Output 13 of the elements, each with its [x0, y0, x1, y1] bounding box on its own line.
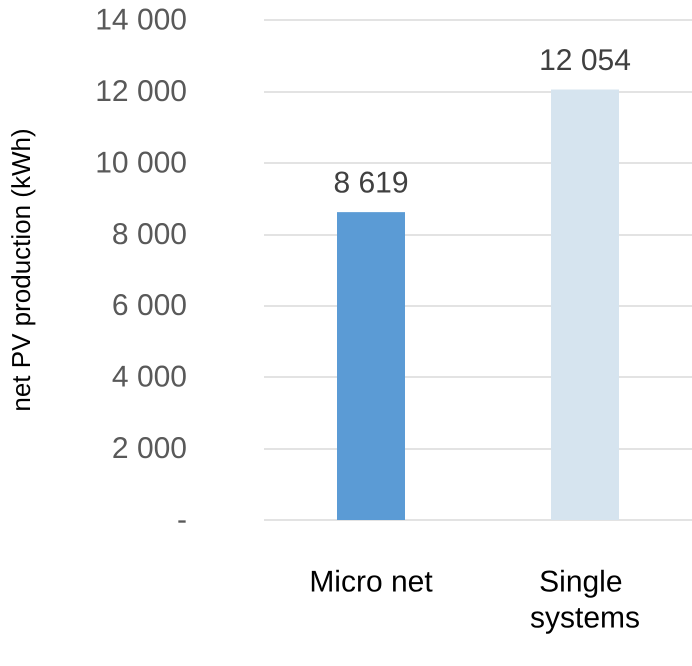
y-tick-label: 6 000: [112, 289, 187, 322]
y-tick-label: 4 000: [112, 360, 187, 394]
y-tick-label: 14 000: [95, 4, 187, 36]
data-label: 8 619: [333, 166, 409, 200]
y-tick-label: 12 000: [95, 74, 187, 108]
y-tick-label: -: [177, 504, 187, 536]
y-tick-label: 10 000: [95, 146, 187, 180]
x-tick-label: Micro net: [309, 566, 434, 598]
data-label: 12 054: [539, 44, 631, 77]
x-tick-label: Single systems: [530, 566, 640, 634]
y-tick-label: 2 000: [112, 432, 187, 466]
y-tick-label: 8 000: [112, 218, 187, 251]
y-axis-title: net PV production (kWh): [6, 128, 36, 412]
